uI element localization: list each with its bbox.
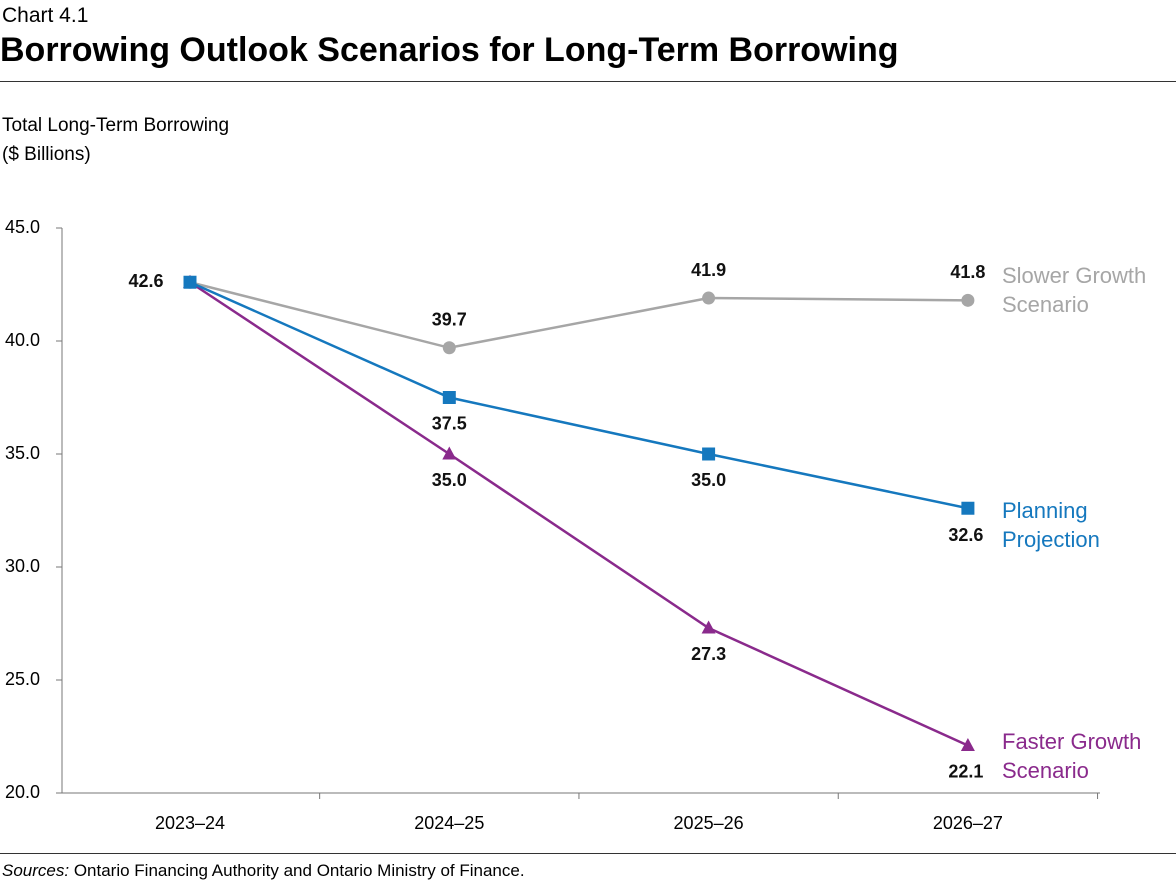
data-label: 37.5 (432, 413, 467, 433)
legend-label: Faster Growth Scenario (1002, 728, 1142, 783)
data-point (961, 501, 975, 515)
chart-number: Chart 4.1 (2, 4, 89, 27)
data-point (442, 341, 456, 355)
data-point (701, 620, 716, 634)
chart-title: Borrowing Outlook Scenarios for Long-Ter… (0, 31, 899, 69)
series-line (189, 281, 969, 510)
data-point (961, 293, 975, 307)
data-label: 35.0 (432, 470, 467, 490)
x-tick-label: 2025–26 (674, 813, 744, 833)
y-tick-label: 30.0 (5, 556, 40, 576)
y-tick-label: 35.0 (5, 443, 40, 463)
data-point (702, 447, 716, 461)
title-rule (0, 81, 1176, 82)
legend-label: Planning Projection (1002, 498, 1100, 553)
data-label: 39.7 (432, 310, 467, 330)
data-label: 41.9 (691, 260, 726, 280)
data-label: 42.6 (128, 271, 163, 291)
data-point (442, 391, 456, 404)
sources-text: Ontario Financing Authority and Ontario … (73, 861, 525, 880)
data-point (183, 275, 197, 289)
data-label: 22.1 (948, 761, 983, 781)
data-point (442, 446, 457, 460)
x-tick-label: 2023–24 (155, 813, 225, 833)
y-tick-label: 20.0 (5, 782, 40, 802)
y-tick-label: 45.0 (5, 217, 40, 237)
data-label: 27.3 (691, 644, 726, 664)
y-tick-label: 40.0 (5, 330, 40, 350)
x-tick-label: 2024–25 (414, 813, 484, 833)
series-line (189, 281, 969, 747)
data-point (960, 738, 975, 752)
data-label: 41.8 (950, 262, 985, 282)
series-line (189, 281, 968, 350)
sources-label: Sources: (2, 861, 70, 880)
y-tick-label: 25.0 (5, 669, 40, 689)
y-axis-label: Total Long-Term Borrowing (2, 115, 230, 136)
legend-label: Slower Growth Scenario (1002, 263, 1147, 318)
data-label: 32.6 (948, 525, 983, 545)
y-axis-label: ($ Billions) (2, 144, 91, 165)
data-label: 35.0 (691, 470, 726, 490)
x-tick-label: 2026–27 (933, 813, 1003, 833)
sources: Sources: Ontario Financing Authority and… (2, 861, 525, 881)
data-point (702, 291, 716, 305)
footer-rule (0, 853, 1176, 854)
